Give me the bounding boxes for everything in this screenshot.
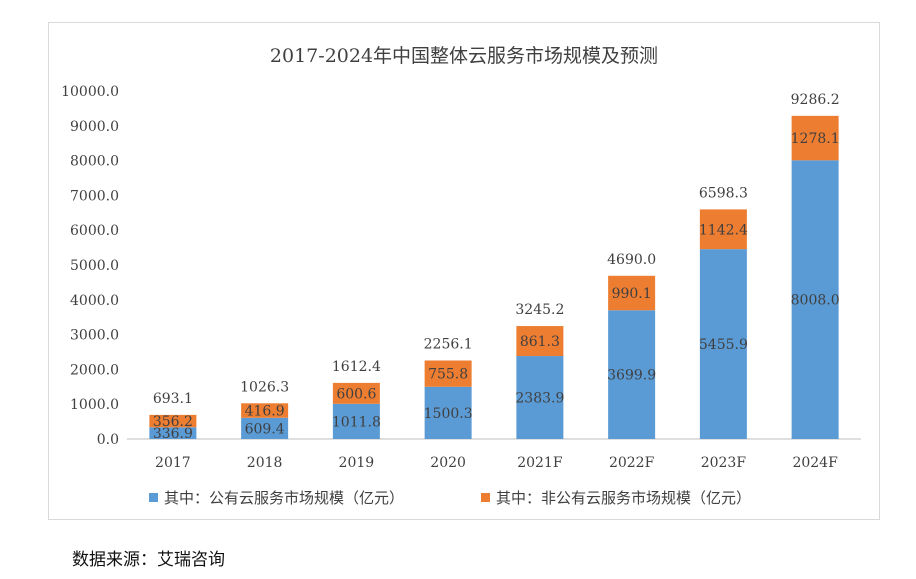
x-tick-label: 2024F	[792, 455, 838, 471]
bar-public-cloud	[791, 160, 839, 439]
legend-item-non-public-cloud: 其中：非公有云服务市场规模（亿元）	[481, 487, 751, 508]
legend-swatch-public-cloud	[149, 493, 158, 502]
chart-title: 2017-2024年中国整体云服务市场规模及预测	[269, 45, 659, 67]
bar-non-public-cloud	[516, 326, 564, 357]
y-tick-label: 4000.0	[70, 293, 119, 309]
data-label-public-cloud: 5455.9	[699, 337, 748, 353]
data-label-public-cloud: 3699.9	[607, 368, 656, 384]
bar-non-public-cloud	[149, 414, 197, 428]
y-tick-label: 5000.0	[70, 258, 119, 274]
x-tick-label: 2018	[247, 455, 283, 471]
total-label: 2256.1	[424, 336, 473, 352]
total-label: 1026.3	[240, 379, 289, 395]
chart-frame: 2017-2024年中国整体云服务市场规模及预测 0.0 1000.0 2000.0…	[48, 22, 880, 520]
bar-public-cloud	[149, 427, 197, 439]
bar-non-public-cloud	[608, 275, 656, 311]
legend-label-public-cloud: 其中：公有云服务市场规模（亿元）	[164, 489, 405, 507]
total-label: 693.1	[153, 391, 193, 407]
total-label: 3245.2	[515, 302, 564, 318]
bar-public-cloud	[516, 356, 564, 439]
data-label-public-cloud: 1011.8	[332, 414, 381, 430]
data-label-non-public-cloud: 1142.4	[699, 222, 748, 238]
data-label-non-public-cloud: 755.8	[428, 367, 468, 383]
x-tick-label: 2021F	[517, 455, 563, 471]
bar-non-public-cloud	[699, 209, 747, 250]
y-tick-label: 3000.0	[70, 328, 119, 344]
y-tick-label: 8000.0	[70, 154, 119, 170]
x-tick-label: 2022F	[609, 455, 655, 471]
bar-non-public-cloud	[332, 382, 380, 404]
data-label-non-public-cloud: 1278.1	[791, 131, 840, 147]
x-tick-label: 2023F	[701, 455, 747, 471]
bar-public-cloud	[608, 310, 656, 439]
bar-public-cloud	[241, 417, 289, 439]
legend-label-non-public-cloud: 其中：非公有云服务市场规模（亿元）	[496, 489, 752, 507]
bar-public-cloud	[699, 249, 747, 439]
bar-non-public-cloud	[791, 115, 839, 161]
data-label-non-public-cloud: 416.9	[245, 404, 285, 420]
bar-public-cloud	[424, 386, 472, 439]
bar-non-public-cloud	[241, 403, 289, 418]
y-tick-label: 7000.0	[70, 188, 119, 204]
data-label-non-public-cloud: 356.2	[153, 414, 193, 430]
y-tick-label: 1000.0	[70, 397, 119, 413]
y-tick-label: 0.0	[97, 432, 119, 448]
data-label-public-cloud: 336.9	[153, 426, 193, 442]
data-source: 数据来源：艾瑞咨询	[72, 550, 225, 570]
x-tick-label: 2019	[339, 455, 375, 471]
y-tick-label: 10000.0	[61, 84, 119, 100]
data-label-public-cloud: 609.4	[245, 421, 285, 437]
x-tick-label: 2020	[430, 455, 466, 471]
legend-swatch-non-public-cloud	[481, 493, 490, 502]
data-label-public-cloud: 8008.0	[791, 293, 840, 309]
y-tick-label: 9000.0	[70, 119, 119, 135]
bar-public-cloud	[332, 403, 380, 439]
total-label: 1612.4	[332, 359, 381, 375]
y-tick-label: 2000.0	[70, 362, 119, 378]
y-tick-label: 6000.0	[70, 223, 119, 239]
total-label: 9286.2	[791, 92, 840, 108]
data-label-non-public-cloud: 600.6	[336, 386, 376, 402]
data-label-non-public-cloud: 990.1	[612, 286, 652, 302]
bar-non-public-cloud	[424, 360, 472, 387]
chart-plot: 0.0 1000.0 2000.0 3000.0 4000.0 5000.0 6000.0 7…	[61, 84, 861, 471]
legend-item-public-cloud: 其中：公有云服务市场规模（亿元）	[149, 487, 404, 508]
total-label: 6598.3	[699, 185, 748, 201]
data-label-public-cloud: 1500.3	[424, 406, 473, 422]
data-label-non-public-cloud: 861.3	[520, 334, 560, 350]
x-tick-label: 2017	[155, 455, 191, 471]
data-label-public-cloud: 2383.9	[515, 391, 564, 407]
total-label: 4690.0	[607, 252, 656, 268]
